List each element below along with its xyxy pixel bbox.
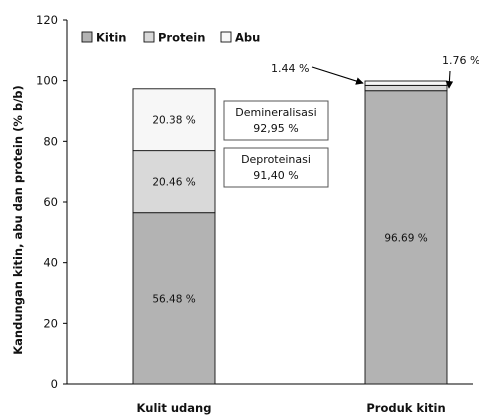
legend-label: Protein bbox=[158, 31, 205, 45]
annotation-box bbox=[223, 147, 329, 188]
legend-swatch-abu bbox=[220, 31, 232, 43]
label-arrow bbox=[445, 70, 454, 89]
legend: Kitin Protein Abu bbox=[81, 31, 260, 45]
annotation-box bbox=[223, 100, 329, 141]
bar-segment-abu bbox=[132, 88, 216, 152]
data-label: 1.76 % bbox=[442, 54, 479, 67]
label-arrow bbox=[311, 66, 364, 85]
bar-segment-kitin bbox=[364, 90, 448, 385]
legend-label: Abu bbox=[235, 31, 260, 45]
legend-swatch-protein bbox=[143, 31, 155, 43]
bars: 56.48 % 20.46 % 20.38 % Kulit udang 96.69 % P… bbox=[132, 80, 448, 415]
data-label: 1.44 % bbox=[271, 62, 309, 75]
annotations: 1.44 % 1.76 % Demineralisasi 92,95 % Deprote… bbox=[223, 54, 479, 188]
annotation-title: Deproteinasi bbox=[241, 153, 311, 166]
y-tick-label: 0 bbox=[51, 377, 58, 391]
y-axis-label: Kandungan kitin, abu dan protein (% b/b) bbox=[11, 85, 25, 355]
bar-segment-kitin bbox=[132, 212, 216, 385]
y-tick-label: 20 bbox=[43, 316, 58, 330]
bar-segment-abu bbox=[364, 80, 448, 86]
bar-segment-protein bbox=[132, 150, 216, 214]
y-tick-label: 80 bbox=[43, 134, 58, 148]
y-tick-label: 60 bbox=[43, 195, 58, 209]
data-label: 20.38 % bbox=[152, 115, 195, 127]
legend-swatch-kitin bbox=[81, 31, 93, 43]
x-tick-label: Kulit udang bbox=[137, 401, 212, 415]
legend-label: Kitin bbox=[96, 31, 126, 45]
x-tick-label: Produk kitin bbox=[366, 401, 445, 415]
y-tick-label: 120 bbox=[36, 13, 58, 27]
data-label: 20.46 % bbox=[152, 177, 195, 189]
annotation-value: 91,40 % bbox=[253, 169, 298, 182]
y-tick-label: 100 bbox=[36, 74, 58, 88]
data-label: 56.48 % bbox=[152, 293, 195, 305]
annotation-value: 92,95 % bbox=[253, 122, 298, 135]
bar-segment-protein bbox=[364, 84, 448, 92]
y-tick-label: 40 bbox=[43, 256, 58, 270]
data-label: 96.69 % bbox=[384, 232, 427, 244]
annotation-title: Demineralisasi bbox=[235, 106, 316, 119]
